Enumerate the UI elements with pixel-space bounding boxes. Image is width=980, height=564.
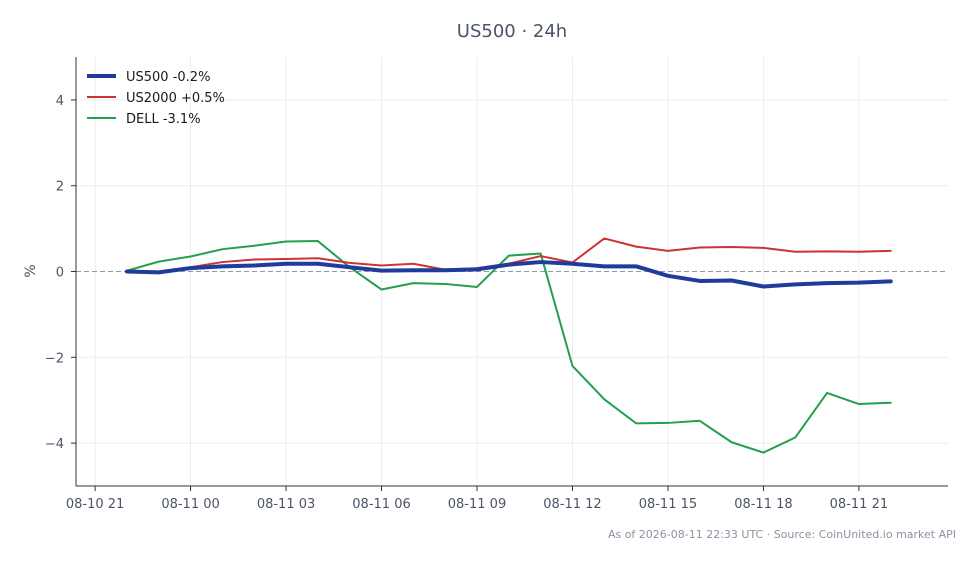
x-tick-label: 08-10 21 [66, 497, 124, 512]
source-footer: As of 2026-08-11 22:33 UTC · Source: Coi… [608, 528, 956, 541]
y-tick-label: 4 [56, 94, 64, 109]
x-tick-label: 08-11 00 [161, 497, 219, 512]
legend-label: US2000 +0.5% [126, 91, 225, 106]
legend-label: US500 -0.2% [126, 70, 210, 85]
y-tick-label: 2 [56, 180, 64, 195]
x-tick-label: 08-11 15 [639, 497, 697, 512]
legend-label: DELL -3.1% [126, 112, 201, 127]
series-line [124, 260, 893, 289]
axes [71, 57, 948, 491]
y-tick-label: −4 [45, 437, 64, 452]
series-group [124, 237, 893, 454]
y-tick-label: −2 [45, 351, 64, 366]
tick-labels: 08-10 21 08-11 00 08-11 03 08-11 06 08-11 09… [45, 94, 888, 512]
x-tick-label: 08-11 09 [448, 497, 506, 512]
y-axis-label: % [23, 264, 39, 277]
x-tick-label: 08-11 06 [352, 497, 410, 512]
y-tick-label: 0 [56, 266, 64, 281]
legend: US500 -0.2% US2000 +0.5% DELL -3.1% [87, 70, 225, 127]
x-tick-label: 08-11 03 [257, 497, 315, 512]
x-tick-label: 08-11 18 [734, 497, 792, 512]
x-tick-label: 08-11 21 [830, 497, 888, 512]
chart-title: US500 · 24h [457, 21, 567, 42]
series-line [125, 240, 892, 454]
x-tick-label: 08-11 12 [543, 497, 601, 512]
